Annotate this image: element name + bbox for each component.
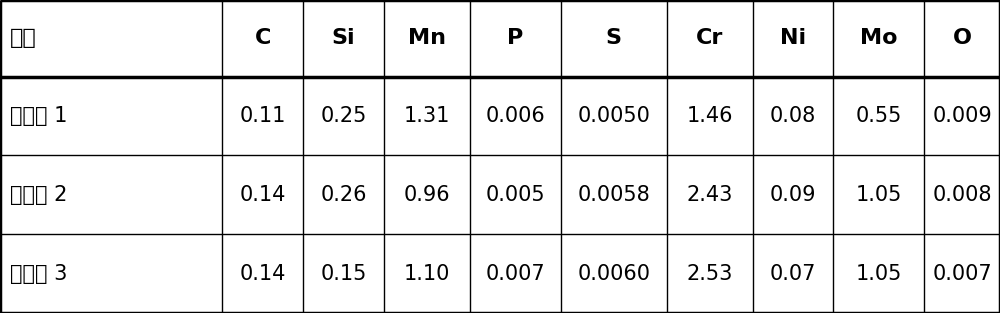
Text: 0.11: 0.11 bbox=[239, 106, 286, 126]
Text: C: C bbox=[254, 28, 271, 48]
Text: 0.09: 0.09 bbox=[770, 185, 816, 205]
Text: S: S bbox=[606, 28, 622, 48]
Text: 实施例 3: 实施例 3 bbox=[10, 264, 67, 284]
Text: 0.007: 0.007 bbox=[485, 264, 545, 284]
Text: 2.43: 2.43 bbox=[686, 185, 733, 205]
Text: 0.0050: 0.0050 bbox=[577, 106, 650, 126]
Text: 0.0060: 0.0060 bbox=[577, 264, 650, 284]
Text: 0.14: 0.14 bbox=[239, 185, 286, 205]
Text: 0.15: 0.15 bbox=[320, 264, 367, 284]
Text: 0.55: 0.55 bbox=[856, 106, 902, 126]
Text: 类别: 类别 bbox=[10, 28, 37, 48]
Text: 0.0058: 0.0058 bbox=[577, 185, 650, 205]
Text: 0.006: 0.006 bbox=[485, 106, 545, 126]
Text: Cr: Cr bbox=[696, 28, 723, 48]
Text: Mn: Mn bbox=[408, 28, 446, 48]
Text: 1.46: 1.46 bbox=[686, 106, 733, 126]
Text: 0.96: 0.96 bbox=[403, 185, 450, 205]
Text: 0.007: 0.007 bbox=[932, 264, 992, 284]
Text: 0.008: 0.008 bbox=[932, 185, 992, 205]
Text: Mo: Mo bbox=[860, 28, 898, 48]
Text: 1.05: 1.05 bbox=[856, 264, 902, 284]
Text: P: P bbox=[507, 28, 523, 48]
Text: 实施例 1: 实施例 1 bbox=[10, 106, 67, 126]
Text: 0.26: 0.26 bbox=[320, 185, 367, 205]
Text: 0.005: 0.005 bbox=[485, 185, 545, 205]
Text: 实施例 2: 实施例 2 bbox=[10, 185, 67, 205]
Text: 1.31: 1.31 bbox=[404, 106, 450, 126]
Text: 0.009: 0.009 bbox=[932, 106, 992, 126]
Text: Si: Si bbox=[332, 28, 355, 48]
Text: 0.14: 0.14 bbox=[239, 264, 286, 284]
Text: O: O bbox=[953, 28, 972, 48]
Text: 2.53: 2.53 bbox=[686, 264, 733, 284]
Text: 0.08: 0.08 bbox=[770, 106, 816, 126]
Text: Ni: Ni bbox=[780, 28, 806, 48]
Text: 1.10: 1.10 bbox=[404, 264, 450, 284]
Text: 0.07: 0.07 bbox=[770, 264, 816, 284]
Text: 1.05: 1.05 bbox=[856, 185, 902, 205]
Text: 0.25: 0.25 bbox=[320, 106, 367, 126]
